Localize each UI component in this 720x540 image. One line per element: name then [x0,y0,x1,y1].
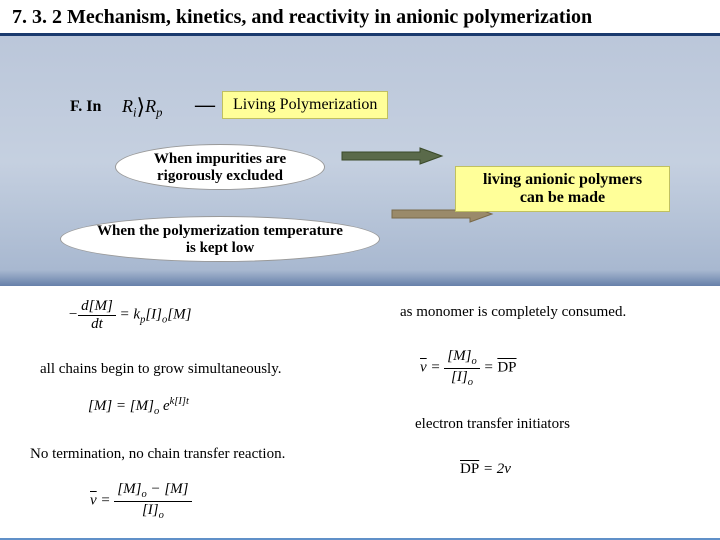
condition-temperature: When the polymerization temperature is k… [60,216,380,262]
equation-nu-dp: ν = [M]o[I]o = DP [420,348,517,388]
r-i: Ri [122,96,137,116]
slide-content: F. In Ri⟩Rp — Living Polymerization When… [0,36,720,538]
living-poly-text: Living Polymerization [233,96,377,113]
text-electron-transfer: electron transfer initiators [415,416,570,433]
title-bar: 7. 3. 2 Mechanism, kinetics, and reactiv… [0,0,720,36]
text-all-chains: all chains begin to grow simultaneously. [40,361,282,378]
condition-impurities: When impurities are rigorously excluded [115,144,325,190]
label-f-in: F. In [70,98,101,116]
equation-m-exp: [M] = [M]o ek[I]t [88,396,189,417]
box-living-polymers: living anionic polymers can be made [455,166,670,212]
box-living-polymerization: Living Polymerization [222,91,388,119]
page-title: 7. 3. 2 Mechanism, kinetics, and reactiv… [12,6,708,29]
result-line2: can be made [466,189,659,207]
cond2-line1: When the polymerization temperature [77,223,363,240]
white-area: −d[M]dt = kp[I]o[M] as monomer is comple… [0,286,720,538]
r-p: Rp [145,96,162,116]
result-line1: living anionic polymers [466,171,659,189]
dash-separator: — [195,94,215,117]
equation-nu-mm: ν = [M]o − [M][I]o [90,481,192,521]
text-no-termination: No termination, no chain transfer reacti… [30,446,285,463]
angle-bracket: ⟩ [137,94,146,119]
arrow-icon [340,146,450,176]
cond1-line2: rigorously excluded [132,168,308,185]
text-monomer-consumed: as monomer is completely consumed. [400,304,626,321]
equation-dp-2nu: DP = 2ν [460,461,511,478]
cond2-line2: is kept low [77,240,363,257]
cond1-line1: When impurities are [132,151,308,168]
equation-dmdt: −d[M]dt = kp[I]o[M] [68,298,191,332]
formula-ri-rp: Ri⟩Rp [122,94,162,121]
